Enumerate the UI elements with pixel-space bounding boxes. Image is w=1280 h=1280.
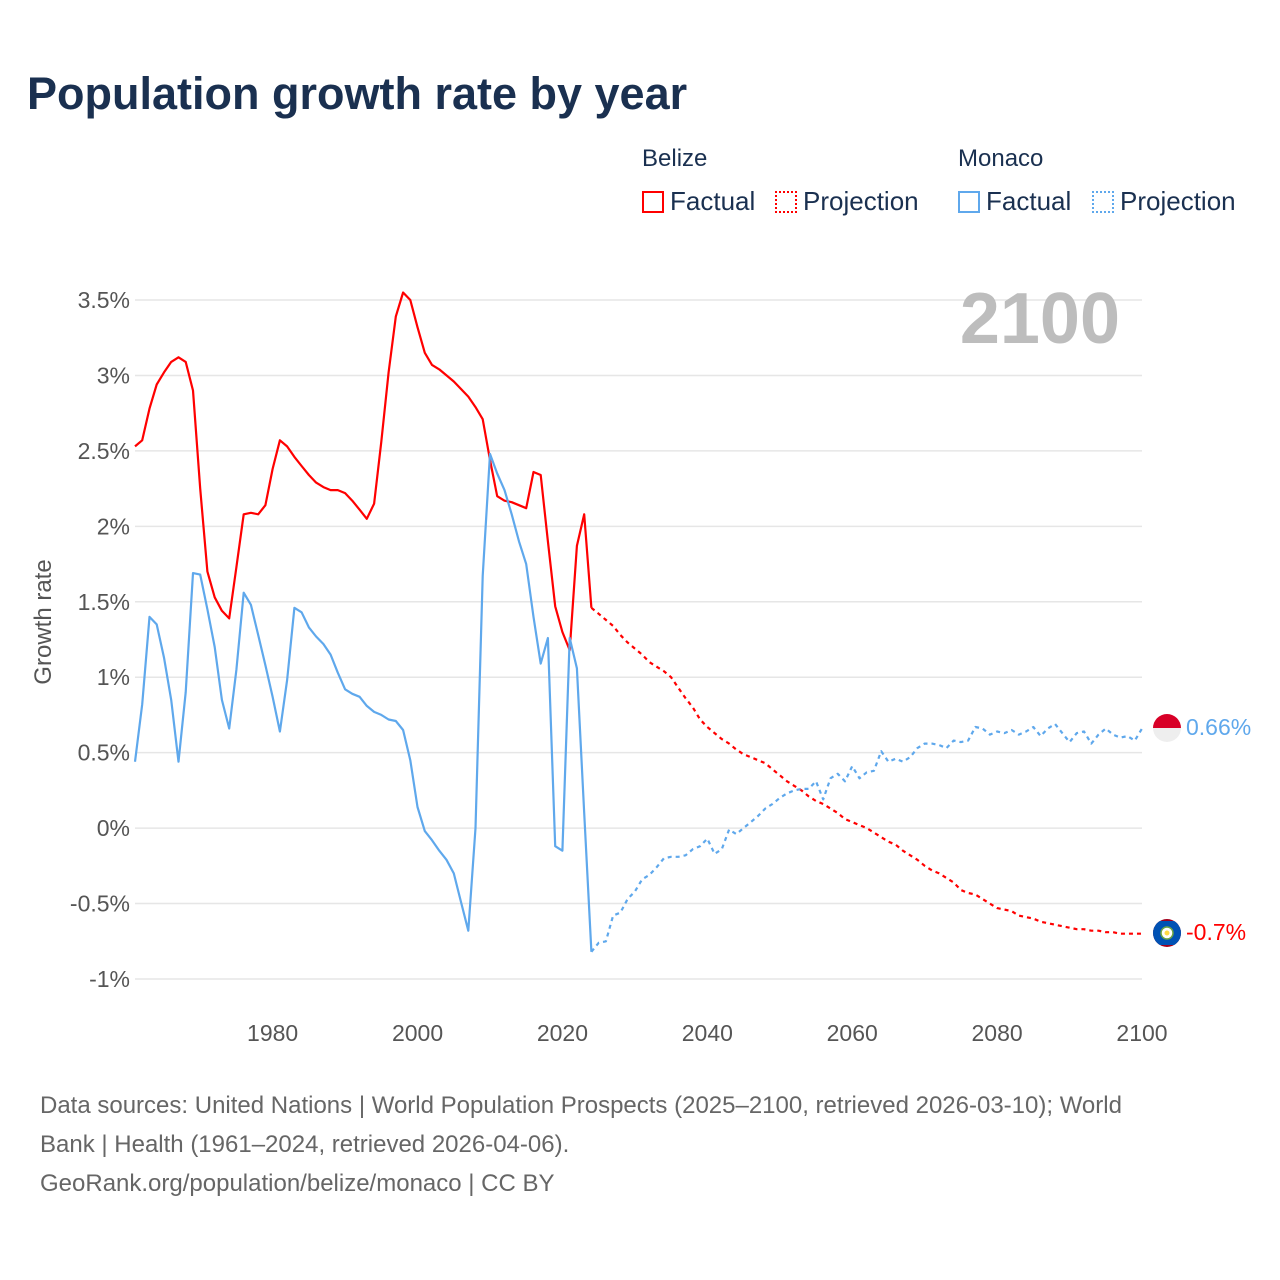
y-tick-label: 0% — [97, 815, 130, 841]
y-tick-label: 3% — [97, 362, 130, 388]
legend-belize-projection[interactable]: Projection — [775, 186, 919, 217]
legend-label: Projection — [1120, 186, 1236, 216]
x-tick-label: 2000 — [392, 1020, 443, 1046]
y-tick-label: 3.5% — [78, 287, 130, 313]
x-tick-label: 2060 — [827, 1020, 878, 1046]
legend-label: Factual — [986, 186, 1072, 216]
legend-swatch-dotted — [775, 190, 797, 213]
line-chart: -1% -0.5% 0% 0.5% 1% 1.5% 2% 2.5% 3% 3.5% 1980 2000… — [30, 279, 1251, 1046]
series-line-belize-factual — [134, 291, 593, 652]
source-line-2: Bank | Health (1961–2024, retrieved 2026… — [40, 1131, 570, 1158]
series-line-monaco-projection — [590, 722, 1143, 953]
y-axis-label: Growth rate — [30, 559, 57, 684]
legend-group-monaco: Monaco — [958, 145, 1044, 172]
belize-end-label: -0.7% — [1186, 919, 1246, 945]
source-link[interactable]: GeoRank.org/population/belize/monaco | C… — [40, 1170, 555, 1197]
legend-label: Projection — [803, 186, 919, 216]
chart-title: Population growth rate by year — [27, 68, 688, 119]
legend-swatch-solid — [642, 190, 664, 213]
legend-belize-factual[interactable]: Factual — [642, 186, 755, 217]
legend-label: Factual — [670, 186, 756, 216]
year-watermark: 2100 — [960, 279, 1120, 359]
x-tick-label: 2100 — [1116, 1020, 1167, 1046]
y-tick-label: 1% — [97, 664, 130, 690]
legend-swatch-solid — [958, 190, 980, 213]
y-tick-label: 2.5% — [78, 438, 130, 464]
monaco-end-label: 0.66% — [1186, 714, 1251, 740]
belize-flag-icon — [1153, 919, 1181, 947]
legend-group-belize: Belize — [642, 145, 708, 172]
x-tick-label: 1980 — [247, 1020, 298, 1046]
legend-monaco-factual[interactable]: Factual — [958, 186, 1071, 217]
x-tick-label: 2080 — [972, 1020, 1023, 1046]
y-tick-label: 1.5% — [78, 589, 130, 615]
legend-monaco-projection[interactable]: Projection — [1092, 186, 1236, 217]
legend-swatch-dotted — [1092, 190, 1114, 213]
y-tick-label: -1% — [89, 966, 130, 992]
x-tick-label: 2020 — [537, 1020, 588, 1046]
series-line-monaco-factual — [133, 452, 593, 952]
monaco-flag-icon — [1153, 714, 1181, 742]
y-tick-label: 2% — [97, 513, 130, 539]
series-line-belize-projection — [590, 606, 1142, 935]
x-tick-label: 2040 — [682, 1020, 733, 1046]
y-tick-label: -0.5% — [70, 891, 130, 917]
y-tick-label: 0.5% — [78, 740, 130, 766]
source-line-1: Data sources: United Nations | World Pop… — [40, 1092, 1122, 1119]
